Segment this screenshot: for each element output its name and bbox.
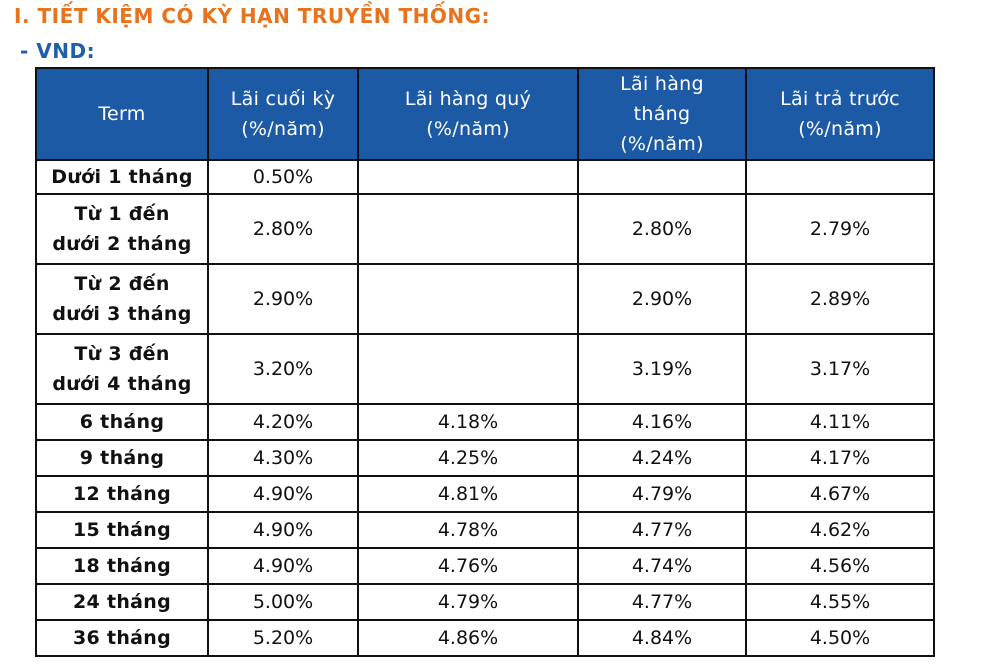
term-cell: Từ 3 đến dưới 4 tháng	[35, 333, 209, 405]
table-row: 15 tháng 4.90% 4.78% 4.77% 4.62%	[35, 511, 935, 549]
rate-cell: 3.20%	[207, 333, 359, 405]
rate-cell: 5.20%	[207, 619, 359, 657]
rate-cell: 4.18%	[357, 403, 579, 441]
term-cell: 24 tháng	[35, 583, 209, 621]
rate-cell: 4.74%	[577, 547, 747, 585]
term-cell: Dưới 1 tháng	[35, 159, 209, 195]
term-cell: 6 tháng	[35, 403, 209, 441]
table-row: 24 tháng 5.00% 4.79% 4.77% 4.55%	[35, 583, 935, 621]
rate-cell: 4.55%	[745, 583, 935, 621]
rate-cell: 2.80%	[207, 193, 359, 265]
table-row: 6 tháng 4.20% 4.18% 4.16% 4.11%	[35, 403, 935, 441]
rate-cell	[745, 159, 935, 195]
rate-cell: 4.77%	[577, 583, 747, 621]
rate-cell: 3.17%	[745, 333, 935, 405]
rate-cell: 2.89%	[745, 263, 935, 335]
rate-cell: 4.16%	[577, 403, 747, 441]
rate-cell: 4.50%	[745, 619, 935, 657]
rate-cell: 2.90%	[577, 263, 747, 335]
rate-cell: 4.79%	[577, 475, 747, 513]
table-row: Từ 2 đến dưới 3 tháng 2.90% 2.90% 2.89%	[35, 263, 935, 335]
rate-cell: 4.20%	[207, 403, 359, 441]
rate-cell	[357, 159, 579, 195]
term-cell: 12 tháng	[35, 475, 209, 513]
rate-cell: 4.81%	[357, 475, 579, 513]
currency-subtitle: - VND:	[20, 39, 96, 63]
table-row: Từ 1 đến dưới 2 tháng 2.80% 2.80% 2.79%	[35, 193, 935, 265]
rate-cell: 5.00%	[207, 583, 359, 621]
rate-cell: 4.90%	[207, 511, 359, 549]
header-monthly-rate: Lãi hàng tháng (%/năm)	[577, 67, 747, 161]
rate-cell: 4.17%	[745, 439, 935, 477]
term-cell: Từ 1 đến dưới 2 tháng	[35, 193, 209, 265]
table-row: Từ 3 đến dưới 4 tháng 3.20% 3.19% 3.17%	[35, 333, 935, 405]
section-title: I. TIẾT KIỆM CÓ KỲ HẠN TRUYỀN THỐNG:	[14, 4, 490, 28]
term-cell: 9 tháng	[35, 439, 209, 477]
rate-cell	[357, 263, 579, 335]
rate-cell: 0.50%	[207, 159, 359, 195]
rate-cell	[357, 193, 579, 265]
term-cell: 15 tháng	[35, 511, 209, 549]
rate-cell: 4.78%	[357, 511, 579, 549]
footnote-cropped	[35, 660, 155, 666]
rate-cell: 4.56%	[745, 547, 935, 585]
header-term: Term	[35, 67, 209, 161]
rate-cell: 4.67%	[745, 475, 935, 513]
rate-cell: 4.84%	[577, 619, 747, 657]
rate-cell: 4.24%	[577, 439, 747, 477]
rate-cell: 4.30%	[207, 439, 359, 477]
table-row: 18 tháng 4.90% 4.76% 4.74% 4.56%	[35, 547, 935, 585]
header-quarterly-rate: Lãi hàng quý (%/năm)	[357, 67, 579, 161]
table-row: 12 tháng 4.90% 4.81% 4.79% 4.67%	[35, 475, 935, 513]
table-header-row: Term Lãi cuối kỳ (%/năm) Lãi hàng quý (%…	[35, 67, 935, 161]
rate-cell: 2.90%	[207, 263, 359, 335]
interest-rate-table: Term Lãi cuối kỳ (%/năm) Lãi hàng quý (%…	[35, 67, 935, 657]
rate-cell: 4.11%	[745, 403, 935, 441]
term-cell: 18 tháng	[35, 547, 209, 585]
rate-cell: 2.80%	[577, 193, 747, 265]
table-row: 36 tháng 5.20% 4.86% 4.84% 4.50%	[35, 619, 935, 657]
header-prepaid-rate: Lãi trả trước (%/năm)	[745, 67, 935, 161]
rate-cell	[357, 333, 579, 405]
rate-cell: 4.25%	[357, 439, 579, 477]
rate-cell: 4.77%	[577, 511, 747, 549]
rate-cell	[577, 159, 747, 195]
rate-cell: 4.90%	[207, 475, 359, 513]
rate-cell: 4.79%	[357, 583, 579, 621]
term-cell: 36 tháng	[35, 619, 209, 657]
term-cell: Từ 2 đến dưới 3 tháng	[35, 263, 209, 335]
rate-cell: 4.62%	[745, 511, 935, 549]
table-row: 9 tháng 4.30% 4.25% 4.24% 4.17%	[35, 439, 935, 477]
rate-cell: 4.86%	[357, 619, 579, 657]
rate-cell: 4.76%	[357, 547, 579, 585]
rate-cell: 2.79%	[745, 193, 935, 265]
header-end-of-term-rate: Lãi cuối kỳ (%/năm)	[207, 67, 359, 161]
rate-cell: 3.19%	[577, 333, 747, 405]
table-row: Dưới 1 tháng 0.50%	[35, 159, 935, 195]
rate-cell: 4.90%	[207, 547, 359, 585]
